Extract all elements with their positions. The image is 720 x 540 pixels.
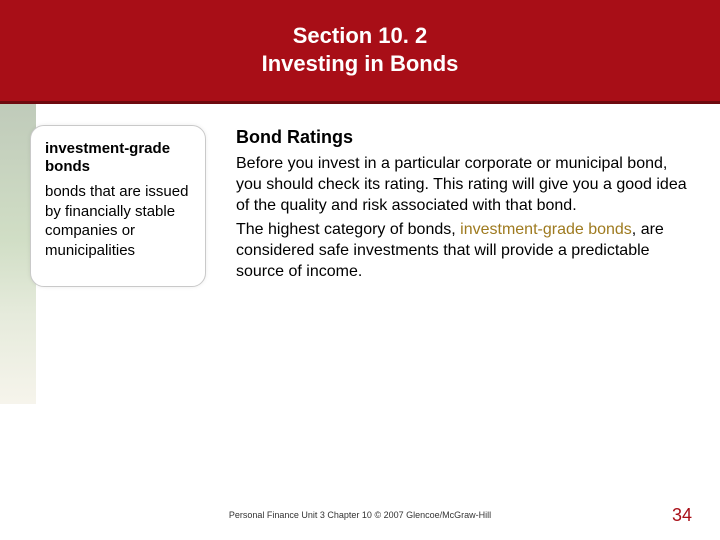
footer-text: Personal Finance Unit 3 Chapter 10 © 200… [0, 510, 720, 520]
section-title: Section 10. 2 Investing in Bonds [0, 0, 720, 77]
header-band: Section 10. 2 Investing in Bonds [0, 0, 720, 104]
title-line-2: Investing in Bonds [0, 50, 720, 78]
paragraph-1: Before you invest in a particular corpor… [236, 154, 690, 216]
main-heading: Bond Ratings [236, 127, 690, 148]
sidebar-definition: bonds that are issued by financially sta… [45, 182, 191, 260]
sidebar-term: investment-grade bonds [45, 140, 191, 176]
page-number: 34 [672, 505, 692, 526]
para2-pre: The highest category of bonds, [236, 221, 460, 238]
para2-highlight: investment-grade bonds [460, 221, 632, 238]
definition-sidebar: investment-grade bonds bonds that are is… [30, 125, 206, 287]
title-line-1: Section 10. 2 [0, 22, 720, 50]
content-area: investment-grade bonds bonds that are is… [30, 125, 690, 287]
paragraph-2: The highest category of bonds, investmen… [236, 220, 690, 282]
main-text: Bond Ratings Before you invest in a part… [236, 125, 690, 287]
